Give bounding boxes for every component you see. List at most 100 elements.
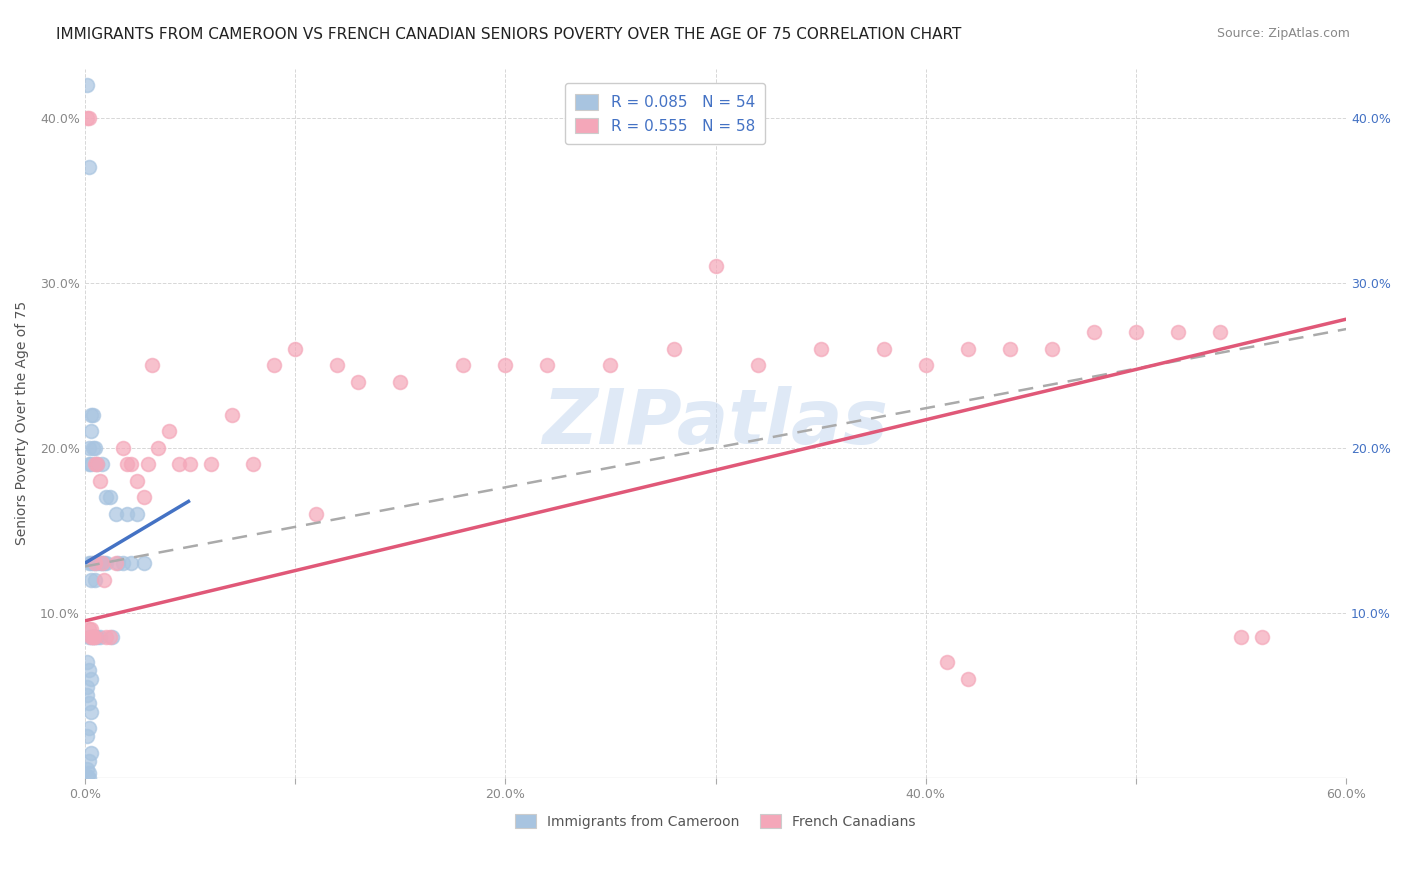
Point [111, 556, 134, 570]
Point [935, 655, 957, 669]
Point [77, 771, 100, 785]
Point [200, 457, 222, 471]
Point [998, 342, 1021, 356]
Point [76, 78, 98, 92]
Point [77, 754, 100, 768]
Point [77, 622, 100, 636]
Point [101, 631, 124, 645]
Point [1167, 326, 1189, 340]
Point [82, 556, 104, 570]
Point [1040, 342, 1063, 356]
Point [76, 729, 98, 743]
Point [305, 507, 328, 521]
Legend: Immigrants from Cameroon, French Canadians: Immigrants from Cameroon, French Canadia… [510, 808, 921, 834]
Point [389, 375, 412, 389]
Point [94, 556, 117, 570]
Point [77, 631, 100, 645]
Point [80, 408, 103, 422]
Point [80, 705, 103, 719]
Point [76, 769, 98, 783]
Point [80, 457, 103, 471]
Point [80, 556, 103, 570]
Point [94, 631, 117, 645]
Point [1251, 631, 1274, 645]
Point [77, 664, 100, 678]
Point [347, 375, 370, 389]
Point [82, 631, 104, 645]
Point [84, 573, 107, 587]
Point [86, 631, 108, 645]
Text: IMMIGRANTS FROM CAMEROON VS FRENCH CANADIAN SENIORS POVERTY OVER THE AGE OF 75 C: IMMIGRANTS FROM CAMEROON VS FRENCH CANAD… [56, 27, 962, 42]
Point [86, 457, 108, 471]
Point [76, 655, 98, 669]
Point [94, 490, 117, 504]
Point [326, 359, 349, 373]
Point [263, 359, 285, 373]
Point [89, 631, 111, 645]
Point [82, 631, 104, 645]
Text: ZIPatlas: ZIPatlas [543, 386, 889, 460]
Point [136, 457, 159, 471]
Point [84, 556, 107, 570]
Point [221, 408, 243, 422]
Point [80, 622, 103, 636]
Point [704, 260, 727, 274]
Point [77, 457, 100, 471]
Point [127, 474, 149, 488]
Point [80, 631, 103, 645]
Point [284, 342, 307, 356]
Point [82, 631, 104, 645]
Point [115, 457, 138, 471]
Point [111, 441, 134, 455]
Point [107, 556, 129, 570]
Point [747, 359, 769, 373]
Point [120, 556, 142, 570]
Point [105, 556, 128, 570]
Point [599, 359, 621, 373]
Point [77, 556, 100, 570]
Point [810, 342, 832, 356]
Point [1209, 326, 1232, 340]
Y-axis label: Seniors Poverty Over the Age of 75: Seniors Poverty Over the Age of 75 [15, 301, 30, 545]
Point [76, 111, 98, 125]
Point [914, 359, 936, 373]
Point [77, 765, 100, 780]
Point [451, 359, 474, 373]
Point [956, 672, 979, 686]
Point [93, 556, 115, 570]
Point [105, 507, 128, 521]
Point [76, 762, 98, 776]
Point [148, 441, 170, 455]
Point [84, 441, 107, 455]
Point [157, 424, 180, 438]
Point [84, 631, 107, 645]
Point [132, 556, 155, 570]
Point [536, 359, 558, 373]
Point [77, 111, 100, 125]
Point [127, 507, 149, 521]
Point [494, 359, 516, 373]
Point [77, 441, 100, 455]
Point [86, 556, 108, 570]
Point [84, 556, 107, 570]
Point [120, 457, 142, 471]
Point [1230, 631, 1253, 645]
Point [956, 342, 979, 356]
Point [84, 631, 107, 645]
Point [77, 696, 100, 710]
Point [86, 457, 108, 471]
Point [76, 680, 98, 694]
Point [80, 573, 103, 587]
Point [115, 507, 138, 521]
Point [77, 161, 100, 175]
Point [90, 556, 112, 570]
Point [242, 457, 264, 471]
Point [89, 556, 111, 570]
Point [132, 490, 155, 504]
Point [141, 359, 163, 373]
Point [89, 474, 111, 488]
Point [93, 573, 115, 587]
Point [179, 457, 201, 471]
Point [873, 342, 896, 356]
Point [662, 342, 685, 356]
